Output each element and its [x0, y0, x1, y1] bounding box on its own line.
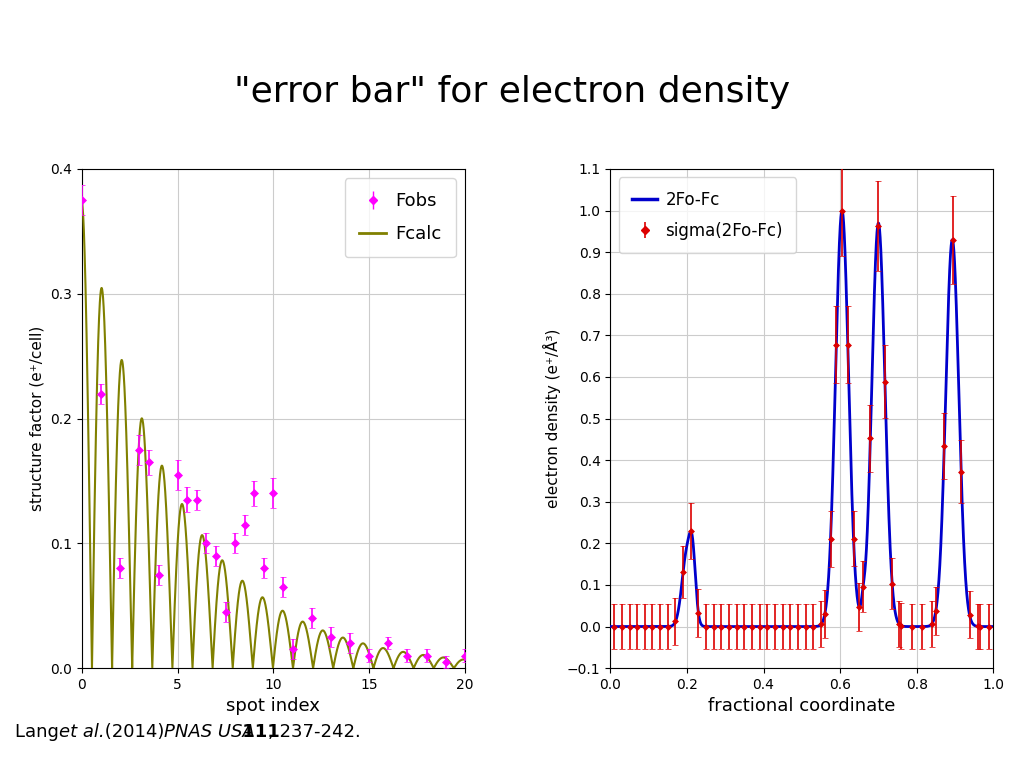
Legend: 2Fo-Fc, sigma(2Fo-Fc): 2Fo-Fc, sigma(2Fo-Fc) — [618, 177, 797, 253]
X-axis label: spot index: spot index — [226, 697, 321, 716]
Text: Lang: Lang — [15, 723, 65, 741]
X-axis label: fractional coordinate: fractional coordinate — [709, 697, 896, 716]
Text: "error bar" for electron density: "error bar" for electron density — [233, 75, 791, 109]
Legend: Fobs, Fcalc: Fobs, Fcalc — [344, 178, 456, 257]
Text: PNAS USA: PNAS USA — [164, 723, 255, 741]
Text: , 237-242.: , 237-242. — [268, 723, 361, 741]
Text: et al.: et al. — [59, 723, 105, 741]
Y-axis label: structure factor (e⁺/cell): structure factor (e⁺/cell) — [30, 326, 45, 511]
Y-axis label: electron density (e⁺/Å³): electron density (e⁺/Å³) — [544, 329, 561, 508]
Text: (2014): (2014) — [99, 723, 170, 741]
Text: 111: 111 — [236, 723, 280, 741]
